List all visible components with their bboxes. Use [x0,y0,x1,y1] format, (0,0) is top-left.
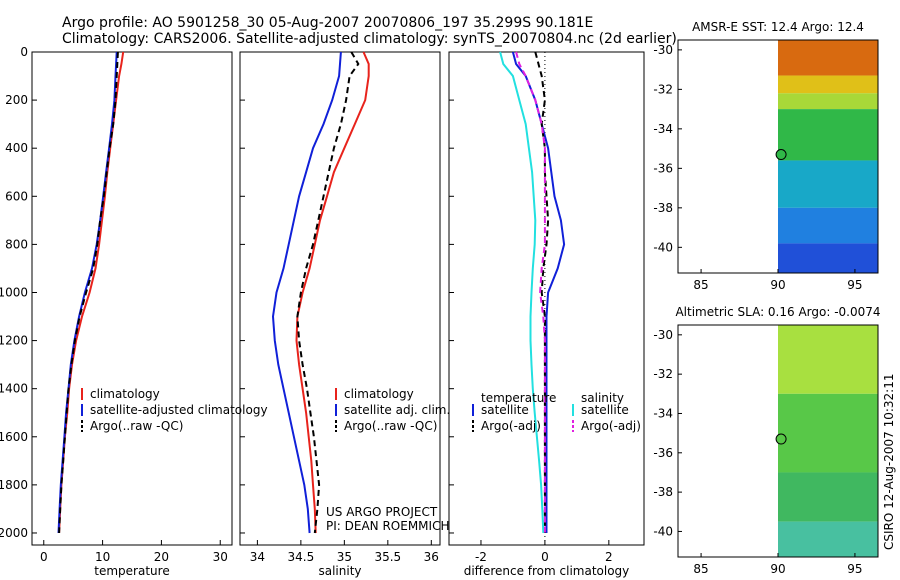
temperature-legend-label: satellite-adjusted climatology [90,403,268,417]
salinity-panel: 34 34.5 35 35.5 36 salinity climatology satelli… [239,51,450,578]
legend-header-temperature: temperature [481,391,556,405]
sla_map-xtick-label: 85 [693,562,708,576]
temperature-panel: 0 10 20 30 0 200 400 600 800 1000 1200 1400 1600 1800… [0,45,268,578]
sla_map-color-band [778,472,878,522]
difference-xtick-label: 2 [605,550,613,564]
sst_map-xtick-label: 95 [847,278,862,292]
salinity-xtick-label: 36 [424,550,439,564]
salinity-legend-label: satellite adj. clim. [344,403,450,417]
temperature-legend-label: Argo(..raw -QC) [90,419,183,433]
sst_map-xtick-label: 90 [770,278,785,292]
sst_map-ytick-label: -34 [653,122,673,136]
difference-legend-label: satellite [581,403,629,417]
temperature-xtick-label: 20 [154,550,169,564]
difference-series-3 [515,51,546,533]
temperature-xtick-label: 10 [95,550,110,564]
salinity-xtick-label: 35.5 [374,550,401,564]
sst_map-color-band [778,40,878,76]
sst-map-panel: AMSR-E SST: 12.4 Argo: 12.4 85 90 95 -30 -32 -… [653,20,879,292]
sst_map-ytick-label: -38 [653,201,673,215]
sst_map-color-band [778,160,878,208]
temperature-xlabel: temperature [94,564,169,578]
difference-xtick-label: -2 [475,550,487,564]
temperature-series-2 [58,51,119,534]
credit-line-2: PI: DEAN ROEMMICH [326,519,449,533]
sst_map-color-band [778,75,878,94]
sla_map-argo-marker [775,433,787,445]
credit-line-1: US ARGO PROJECT [326,505,438,519]
salinity-xtick-label: 34 [250,550,265,564]
sla_map-ytick-label: -34 [653,406,673,420]
sla_map-ytick-label: -30 [653,328,673,342]
temperature-xtick-label: 0 [40,550,48,564]
header-line-2: Climatology: CARS2006. Satellite-adjuste… [62,31,677,47]
sla_map-ytick-label: -36 [653,446,673,460]
sst_map-ytick-label: -40 [653,240,673,254]
temperature-ytick-label: 400 [5,141,28,155]
legend-header-salinity: salinity [581,391,624,405]
difference-xlabel: difference from climatology [464,564,630,578]
header-line-1: Argo profile: AO 5901258_30 05-Aug-2007 … [62,15,593,31]
temperature-ytick-label: 800 [5,237,28,251]
sst_map-ytick-label: -32 [653,82,673,96]
difference-legend-label: Argo(-adj) [481,419,541,433]
difference-series-1 [534,51,550,533]
salinity-legend-label: climatology [344,387,414,401]
sst_map-argo-marker [775,149,787,161]
salinity-xtick-label: 35 [337,550,352,564]
difference-xtick-label: 0 [541,550,549,564]
sst_map-title: AMSR-E SST: 12.4 Argo: 12.4 [692,20,864,34]
temperature-ytick-label: 200 [5,93,28,107]
sla_map-xtick-label: 90 [770,562,785,576]
temperature-ytick-label: 1600 [0,430,28,444]
temperature-ytick-label: 0 [20,45,28,59]
sla_map-ytick-label: -40 [653,524,673,538]
temperature-axes-frame [31,51,233,546]
difference-legend-label: satellite [481,403,529,417]
salinity-legend-label: Argo(..raw -QC) [344,419,437,433]
temperature-ytick-label: 1000 [0,285,28,299]
sst_map-ytick-label: -36 [653,161,673,175]
sla_map-color-band [778,393,878,473]
side-timestamp: CSIRO 12-Aug-2007 10:32:11 [882,374,896,550]
temperature-ytick-label: 1200 [0,334,28,348]
sla_map-color-band [778,325,878,394]
salinity-series-2 [296,51,360,534]
sla_map-color-band [778,521,878,557]
sst_map-ytick-label: -30 [653,43,673,57]
sla_map-title: Altimetric SLA: 0.16 Argo: -0.0074 [675,305,880,319]
temperature-legend-label: climatology [90,387,160,401]
temperature-ytick-label: 600 [5,189,28,203]
sst_map-color-band [778,93,878,110]
temperature-series-1 [57,51,118,534]
sst_map-color-band [778,109,878,161]
salinity-axes-frame [239,51,441,546]
difference-axes-frame [448,51,645,546]
sst_map-color-band [778,207,878,244]
sst_map-color-band [778,243,878,273]
salinity-xlabel: salinity [318,564,361,578]
sst_map-xtick-label: 85 [693,278,708,292]
sla_map-ytick-label: -38 [653,485,673,499]
temperature-xtick-label: 30 [213,550,228,564]
sla-map-panel: Altimetric SLA: 0.16 Argo: -0.0074 85 90 95… [653,305,880,576]
temperature-ytick-label: 1400 [0,382,28,396]
temperature-ytick-label: 2000 [0,526,28,540]
difference-legend-label: Argo(-adj) [581,419,641,433]
salinity-series-1 [271,51,342,534]
difference-series-2 [499,51,545,534]
salinity-series-0 [295,51,370,534]
salinity-xtick-label: 34.5 [288,550,315,564]
sla_map-ytick-label: -32 [653,367,673,381]
temperature-ytick-label: 1800 [0,478,28,492]
sla_map-xtick-label: 95 [847,562,862,576]
